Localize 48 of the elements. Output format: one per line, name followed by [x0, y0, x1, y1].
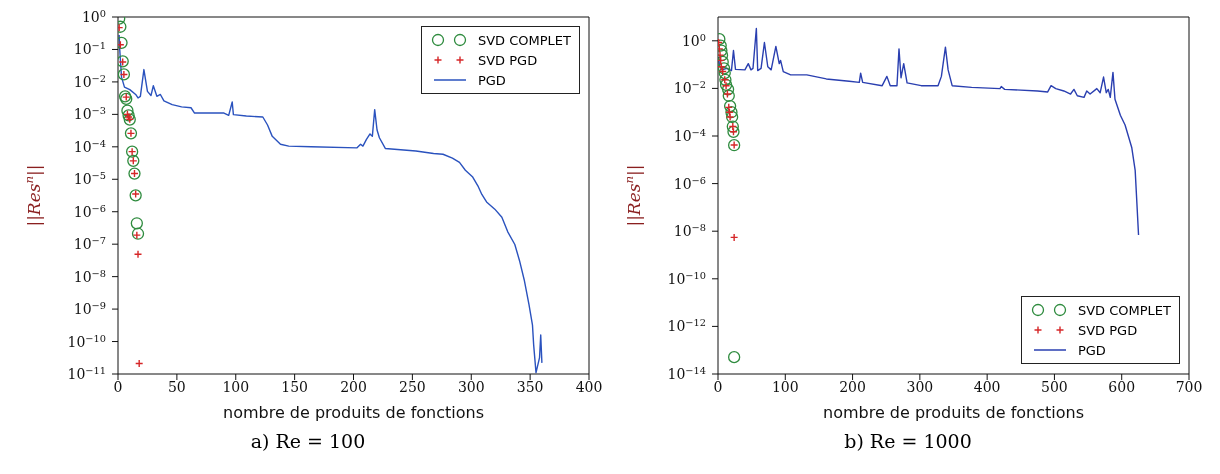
- y-tick-label: 10$^{−5}$: [73, 169, 106, 188]
- line-series: [718, 27, 1140, 236]
- x-axis-title: nombre de produits de fonctions: [223, 403, 484, 422]
- y-tick-label: 10$^{−3}$: [73, 104, 106, 123]
- x-tick-label: 100: [771, 378, 799, 395]
- x-tick-label: 150: [281, 378, 308, 395]
- x-tick-label: 200: [839, 378, 866, 395]
- legend-label: PGD: [1077, 342, 1106, 358]
- legend-label: SVD PGD: [1077, 322, 1138, 338]
- legend-label: SVD PGD: [477, 52, 538, 68]
- x-tick-label: 400: [973, 378, 1001, 395]
- y-tick-label: 10$^{−10}$: [67, 332, 106, 350]
- y-tick-label: 10$^{−11}$: [67, 364, 106, 382]
- y-tick-label: 10$^{−8}$: [673, 221, 706, 240]
- y-tick-label: 10$^{−10}$: [667, 269, 706, 287]
- y-tick-label: 10$^{0}$: [81, 7, 106, 25]
- x-tick-label: 700: [1175, 378, 1203, 395]
- y-tick-label: 10$^{0}$: [681, 31, 706, 49]
- y-tick-label: 10$^{−9}$: [73, 299, 106, 318]
- x-tick-label: 250: [399, 378, 426, 395]
- x-tick-label: 200: [340, 378, 367, 395]
- x-axis-title: nombre de produits de fonctions: [823, 403, 1084, 422]
- y-tick-label: 10$^{−4}$: [673, 126, 706, 144]
- legend-label: PGD: [477, 72, 506, 88]
- y-tick-label: 10$^{−6}$: [673, 174, 706, 192]
- legend-label: SVD COMPLET: [1077, 302, 1171, 318]
- text: a) Re = 100: [249, 430, 367, 452]
- y-tick-label: 10$^{−14}$: [667, 364, 706, 382]
- y-tick-label: 10$^{−8}$: [73, 267, 106, 285]
- y-tick-label: 10$^{−2}$: [673, 78, 706, 97]
- y-tick-label: 10$^{−6}$: [73, 202, 106, 220]
- x-tick-label: 0: [113, 378, 123, 395]
- text: b) Re = 1000: [843, 430, 973, 452]
- y-tick-label: 10$^{−1}$: [73, 39, 106, 58]
- x-tick-label: 300: [457, 378, 485, 395]
- x-tick-label: 350: [516, 378, 544, 395]
- x-tick-label: 500: [1041, 378, 1068, 395]
- x-tick-label: 100: [222, 378, 250, 395]
- x-tick-label: 400: [575, 378, 603, 395]
- y-tick-label: 10$^{−7}$: [73, 234, 106, 253]
- y-tick-label: 10$^{−2}$: [73, 72, 106, 90]
- legend-label: SVD COMPLET: [477, 32, 571, 48]
- x-tick-label: 0: [713, 378, 723, 395]
- y-tick-label: 10$^{−4}$: [73, 137, 106, 155]
- x-tick-label: 300: [906, 378, 934, 395]
- x-tick-label: 600: [1108, 378, 1136, 395]
- x-tick-label: 50: [167, 378, 186, 395]
- y-tick-label: 10$^{−12}$: [667, 316, 706, 335]
